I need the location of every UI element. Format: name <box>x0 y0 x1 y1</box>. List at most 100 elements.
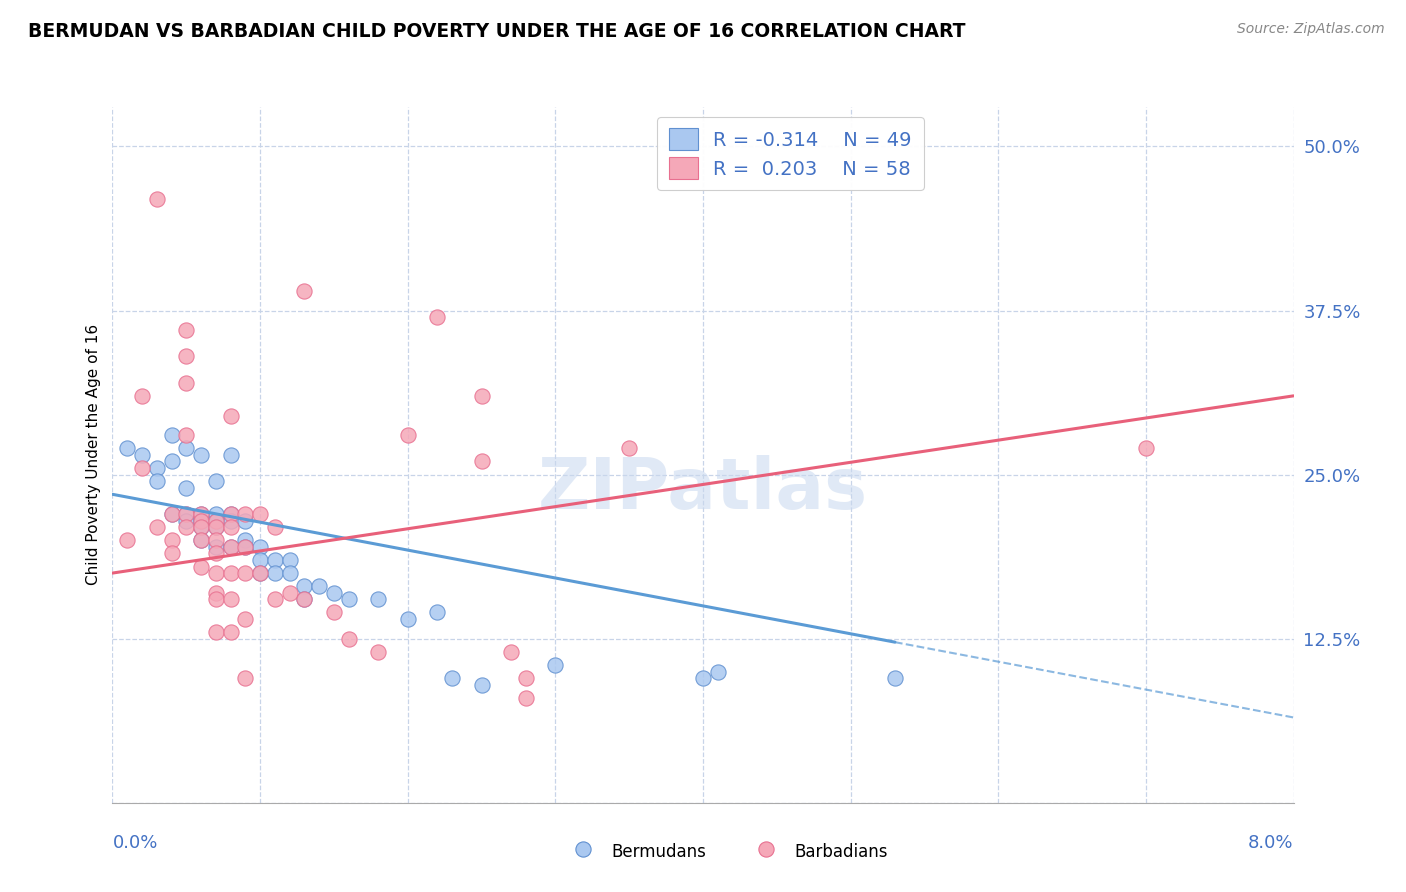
Point <box>160 428 183 442</box>
Point <box>441 671 464 685</box>
Point <box>219 566 242 580</box>
Point <box>205 546 228 560</box>
Point <box>249 540 271 554</box>
Point <box>174 507 197 521</box>
Point <box>205 514 228 528</box>
Point <box>190 520 212 534</box>
Point <box>174 520 197 534</box>
Point <box>264 553 287 567</box>
Point <box>233 540 256 554</box>
Point <box>233 540 256 554</box>
Point <box>337 632 360 646</box>
Point <box>249 553 271 567</box>
Point <box>190 520 212 534</box>
Point <box>426 606 449 620</box>
Point <box>292 284 315 298</box>
Point <box>205 540 228 554</box>
Point <box>205 507 228 521</box>
Point <box>515 690 537 705</box>
Text: Source: ZipAtlas.com: Source: ZipAtlas.com <box>1237 22 1385 37</box>
Point <box>205 566 228 580</box>
Point <box>264 566 287 580</box>
Point <box>308 579 330 593</box>
Point <box>117 533 138 548</box>
Point <box>205 514 228 528</box>
Legend: R = -0.314    N = 49, R =  0.203    N = 58: R = -0.314 N = 49, R = 0.203 N = 58 <box>657 117 924 190</box>
Point <box>190 533 212 548</box>
Point <box>249 566 271 580</box>
Point <box>233 514 256 528</box>
Point <box>174 428 197 442</box>
Point <box>174 481 197 495</box>
Point <box>205 592 228 607</box>
Point <box>249 566 271 580</box>
Text: 8.0%: 8.0% <box>1249 834 1294 852</box>
Point <box>337 592 360 607</box>
Point <box>219 520 242 534</box>
Point <box>174 442 197 456</box>
Point <box>292 579 315 593</box>
Point <box>367 645 389 659</box>
Point <box>323 606 346 620</box>
Point <box>233 507 256 521</box>
Point <box>219 507 242 521</box>
Text: BERMUDAN VS BARBADIAN CHILD POVERTY UNDER THE AGE OF 16 CORRELATION CHART: BERMUDAN VS BARBADIAN CHILD POVERTY UNDE… <box>28 22 966 41</box>
Point <box>117 442 138 456</box>
Y-axis label: Child Poverty Under the Age of 16: Child Poverty Under the Age of 16 <box>86 325 101 585</box>
Point <box>219 409 242 423</box>
Point <box>264 592 287 607</box>
Text: Bermudans: Bermudans <box>612 843 706 861</box>
Point <box>190 448 212 462</box>
Point <box>515 671 537 685</box>
Point <box>471 678 494 692</box>
Point <box>174 323 197 337</box>
Point <box>205 533 228 548</box>
Point <box>471 454 494 468</box>
Point <box>131 461 153 475</box>
Point <box>160 546 183 560</box>
Point <box>264 520 287 534</box>
Point <box>205 474 228 488</box>
Point <box>190 507 212 521</box>
Point <box>146 461 169 475</box>
Point <box>426 310 449 324</box>
Point <box>174 376 197 390</box>
Point <box>190 514 212 528</box>
Point <box>219 625 242 640</box>
Point <box>219 448 242 462</box>
Point <box>323 586 346 600</box>
Point <box>190 514 212 528</box>
Point <box>233 671 256 685</box>
Point <box>131 389 153 403</box>
Point <box>205 625 228 640</box>
Point <box>619 442 641 456</box>
Point <box>205 586 228 600</box>
Point <box>278 566 301 580</box>
Point <box>249 507 271 521</box>
Point <box>146 520 169 534</box>
Point <box>190 533 212 548</box>
Point <box>160 507 183 521</box>
Point <box>219 592 242 607</box>
Point <box>367 592 389 607</box>
Point <box>160 454 183 468</box>
Point <box>205 520 228 534</box>
Text: 0.0%: 0.0% <box>112 834 157 852</box>
Point <box>396 428 419 442</box>
Point <box>501 645 523 659</box>
Point <box>572 842 595 856</box>
Point <box>1135 442 1157 456</box>
Point <box>292 592 315 607</box>
Point <box>190 559 212 574</box>
Point <box>219 514 242 528</box>
Point <box>146 474 169 488</box>
Point <box>471 389 494 403</box>
Point <box>544 657 567 672</box>
Point <box>160 507 183 521</box>
Point <box>174 350 197 364</box>
Point <box>146 192 169 206</box>
Text: ZIPatlas: ZIPatlas <box>538 455 868 524</box>
Point <box>190 507 212 521</box>
Point <box>160 533 183 548</box>
Point <box>233 533 256 548</box>
